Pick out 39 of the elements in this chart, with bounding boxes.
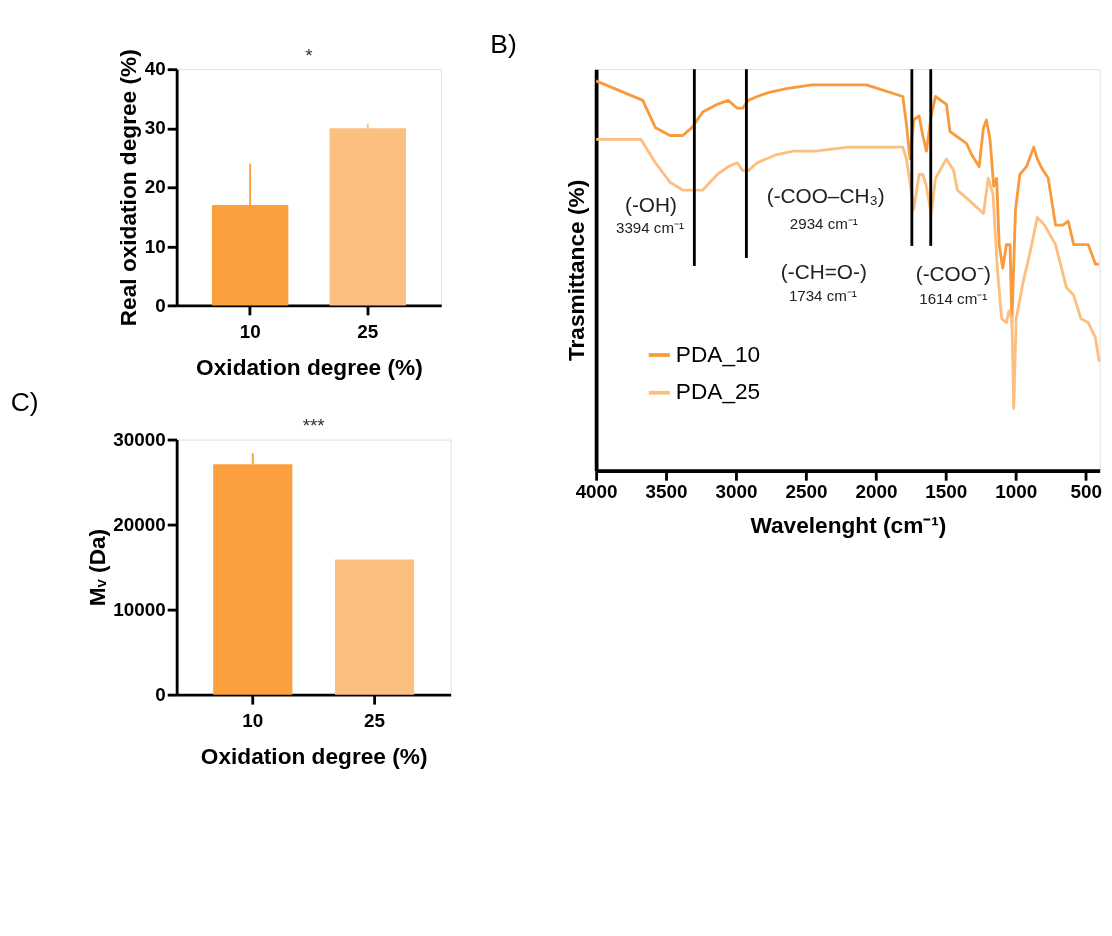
y-tick-label: 20000 <box>113 513 166 535</box>
x-tick-label: 4000 <box>575 480 618 502</box>
x-tick-label: 3500 <box>645 480 688 502</box>
x-tick-label: 500 <box>1070 480 1102 502</box>
x-axis-title: Oxidation degree (%) <box>196 353 423 380</box>
legend-label: PDA_10 <box>675 340 761 367</box>
x-tick-label: 1500 <box>925 480 968 502</box>
x-axis-title: Oxidation degree (%) <box>200 743 428 770</box>
x-tick-label: 2500 <box>785 480 828 502</box>
chart-title: B) <box>490 28 517 59</box>
chart-title: C) <box>10 387 39 418</box>
legend-label: PDA_25 <box>675 378 761 405</box>
annotation: (-COO–CH₃) <box>766 184 885 208</box>
y-tick-label: 0 <box>155 294 166 316</box>
x-axis-title: Wavelenght (cm⁻¹) <box>750 511 947 538</box>
y-tick-label: 10000 <box>113 598 166 620</box>
y-tick-label: 0 <box>155 683 166 705</box>
y-tick-label: 30 <box>144 117 166 139</box>
y-axis-title: Trasmittance (%) <box>563 179 590 362</box>
x-tick-label: 25 <box>357 321 379 343</box>
y-axis-title: Mᵥ (Da) <box>83 528 110 607</box>
annotation: 3394 cm⁻¹ <box>616 218 684 236</box>
annotation: 2934 cm⁻¹ <box>789 214 858 232</box>
y-tick-label: 40 <box>144 58 166 80</box>
y-tick-label: 20 <box>144 176 166 198</box>
y-tick-label: 30000 <box>113 428 166 450</box>
y-tick-label: 10 <box>144 235 166 257</box>
annotation: 1614 cm⁻¹ <box>919 289 988 307</box>
text: * <box>305 44 314 66</box>
annotation: 1734 cm⁻¹ <box>788 286 857 304</box>
annotation: (-OH) <box>625 192 677 216</box>
annotation: (-COO⁻) <box>915 261 991 285</box>
annotation: (-CH=O-) <box>780 259 867 283</box>
y-axis-title: Real oxidation degree (%) <box>115 49 142 327</box>
x-tick-label: 2000 <box>855 480 898 502</box>
x-tick-label: 3000 <box>715 480 758 502</box>
text: *** <box>302 415 326 437</box>
x-tick-label: 1000 <box>995 480 1038 502</box>
x-tick-label: 25 <box>364 710 386 732</box>
